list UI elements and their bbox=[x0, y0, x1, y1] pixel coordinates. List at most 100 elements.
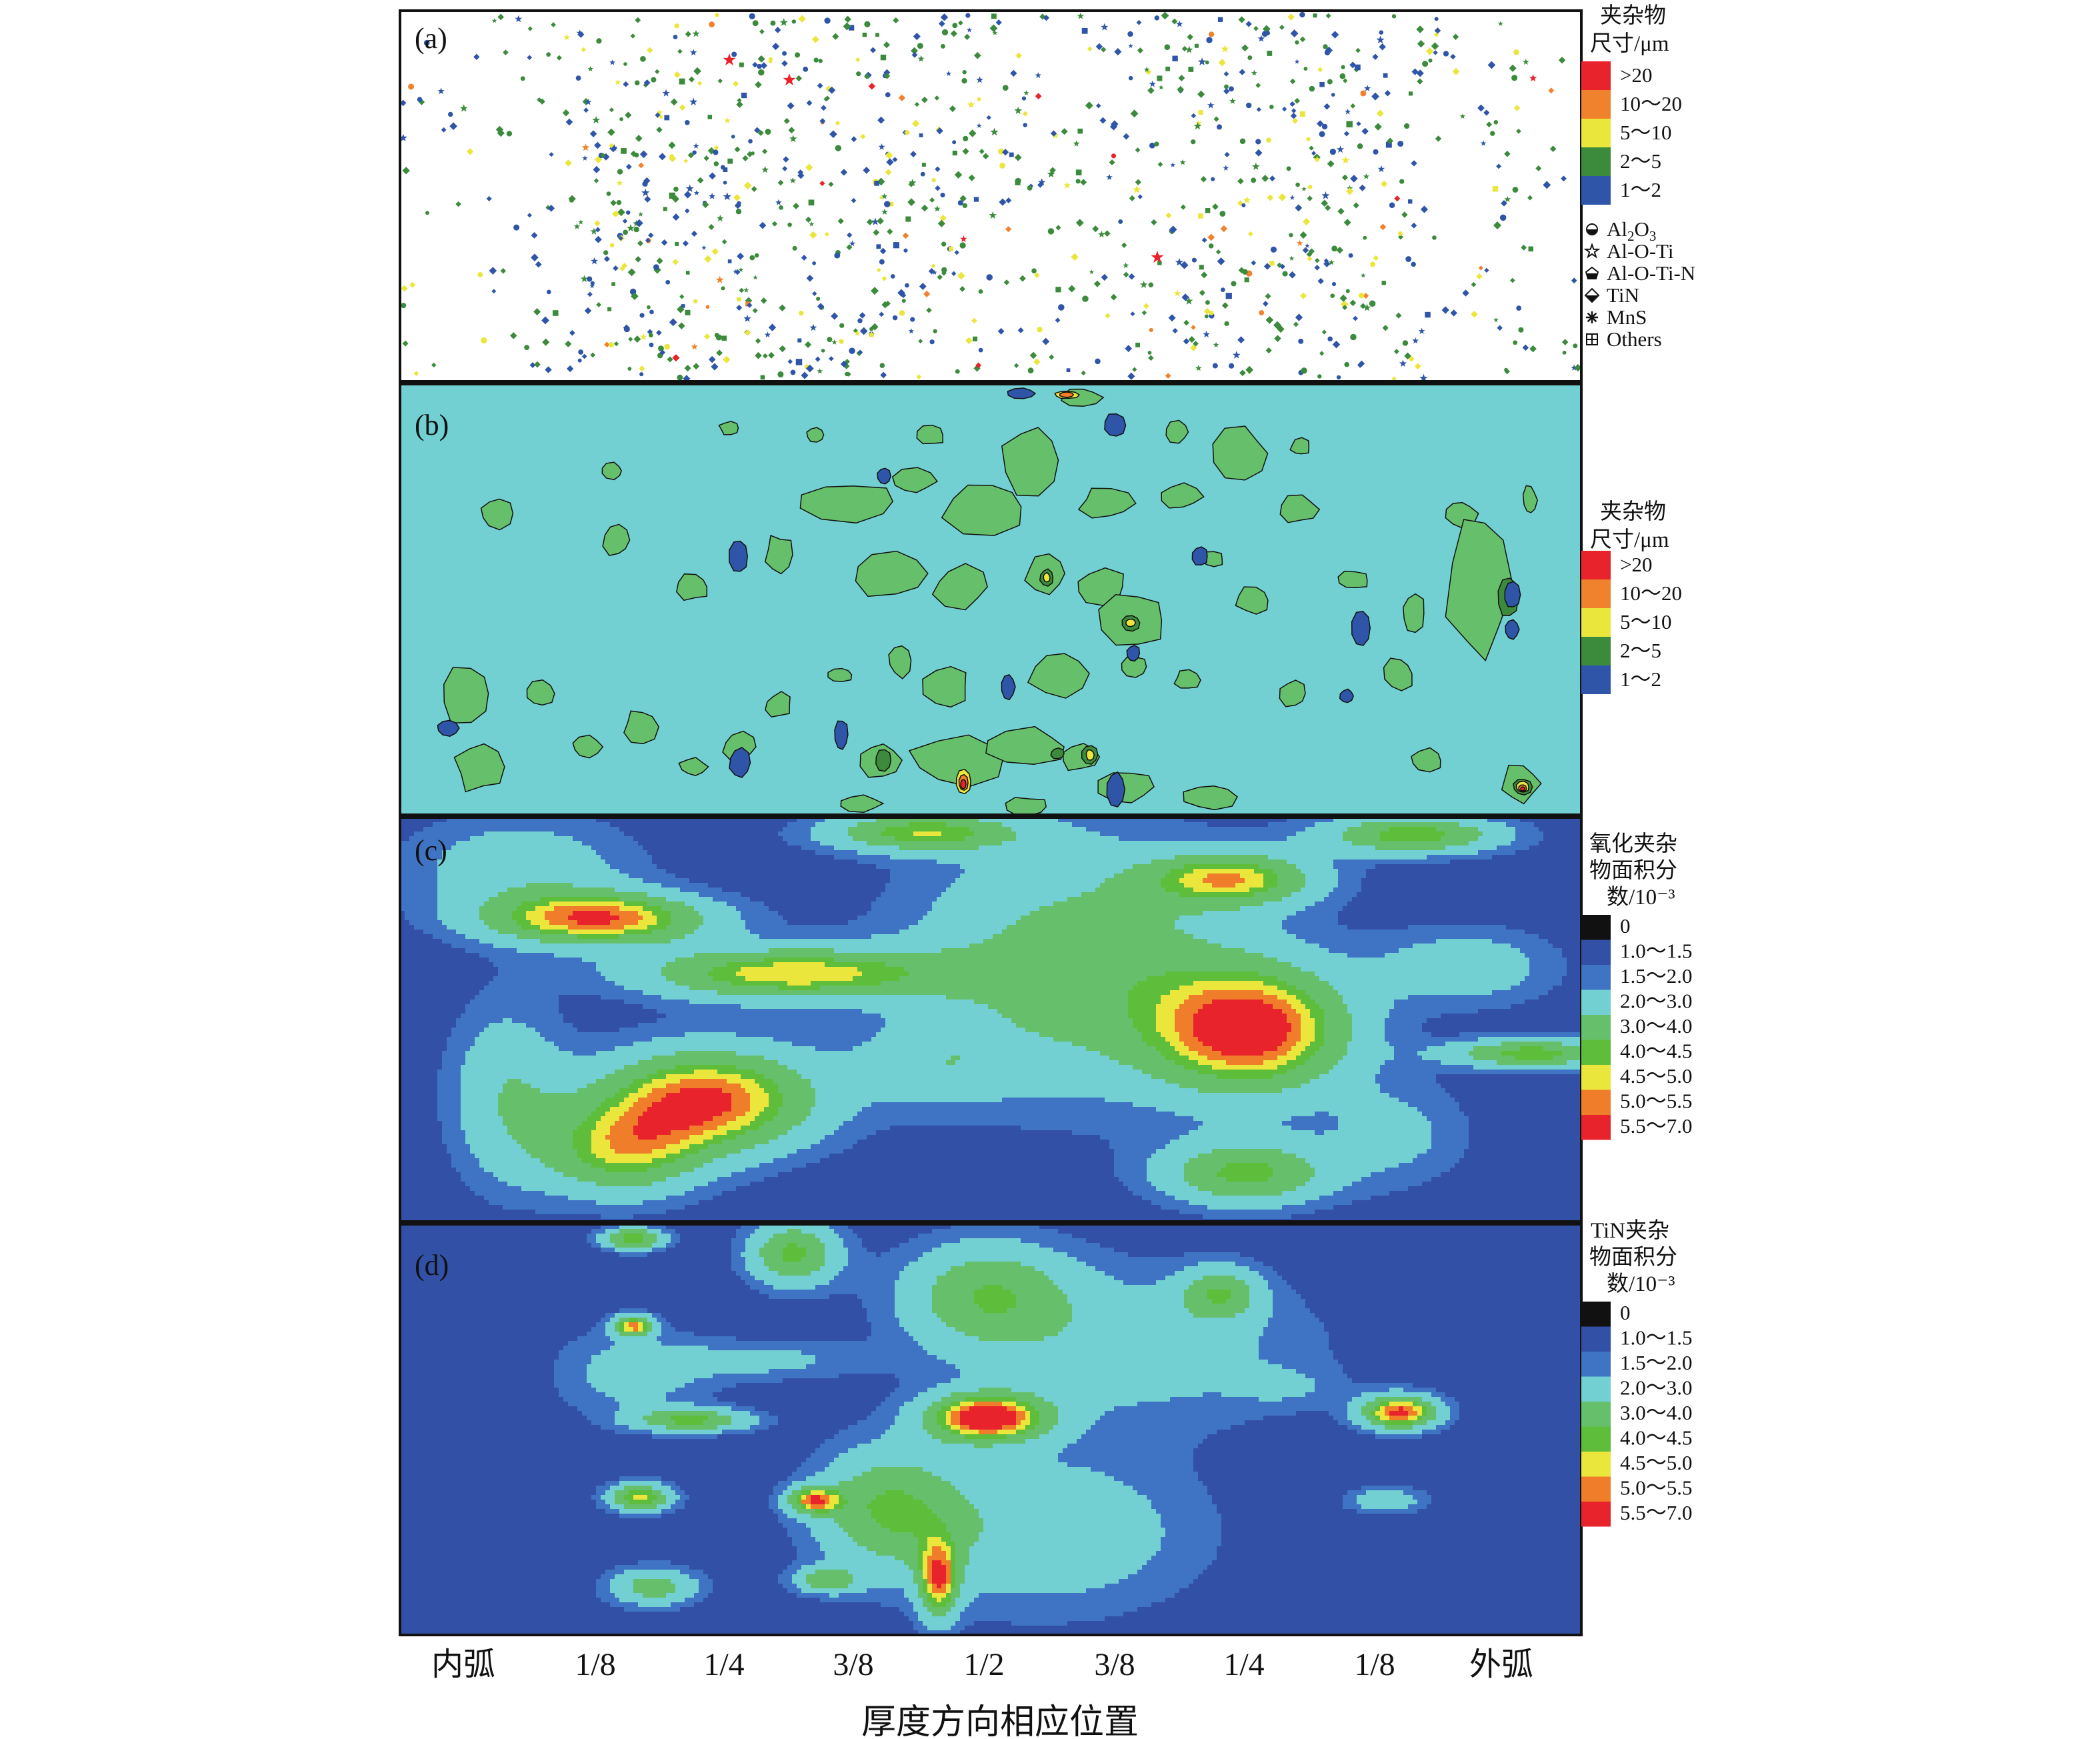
other-inclusion-point bbox=[741, 92, 747, 99]
legend-swatch bbox=[1581, 1090, 1611, 1115]
tin-inclusion-point bbox=[1293, 321, 1299, 327]
al-o-ti-inclusion-point bbox=[1257, 35, 1265, 42]
al-o-ti-inclusion-point bbox=[627, 223, 635, 232]
panel-b: (b) bbox=[399, 383, 1583, 816]
tin-inclusion-point bbox=[643, 177, 651, 185]
tin-inclusion-point bbox=[1416, 25, 1425, 33]
tin-inclusion-point bbox=[1180, 204, 1186, 210]
tin-inclusion-point bbox=[656, 126, 663, 133]
tin-inclusion-point bbox=[1316, 120, 1324, 127]
tin-inclusion-point bbox=[1191, 325, 1196, 330]
tin-inclusion-point bbox=[1137, 47, 1143, 54]
tin-inclusion-point bbox=[843, 22, 851, 31]
tin-inclusion-point bbox=[907, 198, 916, 207]
size-contour-region bbox=[623, 710, 660, 745]
legend-label: 5.0～5.5 bbox=[1620, 1090, 1693, 1113]
al2o3-inclusion-point bbox=[1212, 363, 1218, 369]
tin-inclusion-point bbox=[721, 239, 727, 245]
al2o3-inclusion-point bbox=[779, 205, 783, 210]
al2o3-inclusion-point bbox=[1082, 295, 1089, 302]
al2o3-inclusion-point bbox=[1027, 185, 1033, 191]
size-contour-region bbox=[1121, 656, 1147, 678]
tin-inclusion-point bbox=[687, 152, 695, 159]
al2o3-inclusion-point bbox=[1269, 105, 1274, 109]
size-contour-region bbox=[1043, 572, 1051, 583]
tin-inclusion-point bbox=[863, 167, 871, 174]
tin-inclusion-point bbox=[989, 24, 998, 33]
al2o3-inclusion-point bbox=[1331, 93, 1335, 97]
tin-inclusion-point bbox=[655, 69, 660, 75]
tin-inclusion-point bbox=[1361, 127, 1369, 135]
al-o-ti-inclusion-point bbox=[1158, 85, 1164, 90]
tin-inclusion-point bbox=[1121, 242, 1127, 248]
size-contour-region bbox=[806, 427, 825, 443]
tin-inclusion-point bbox=[673, 71, 681, 79]
al2o3-inclusion-point bbox=[884, 201, 891, 207]
x-tick-label: 3/8 bbox=[1094, 1647, 1135, 1682]
tin-inclusion-point bbox=[1265, 293, 1271, 299]
al-o-ti-inclusion-point bbox=[908, 328, 915, 334]
tin-inclusion-point bbox=[669, 155, 677, 163]
tin-inclusion-point bbox=[779, 304, 786, 312]
tin-inclusion-point bbox=[537, 97, 542, 103]
tin-inclusion-point bbox=[1033, 272, 1040, 279]
tin-inclusion-point bbox=[648, 232, 654, 239]
legend-swatch bbox=[1581, 665, 1611, 694]
tin-inclusion-point bbox=[1245, 21, 1252, 27]
tin-inclusion-point bbox=[704, 255, 712, 263]
al-o-ti-inclusion-point bbox=[1377, 165, 1385, 173]
size-contour-region bbox=[1279, 494, 1321, 523]
al2o3-inclusion-point bbox=[649, 333, 653, 338]
al2o3-inclusion-point bbox=[1324, 49, 1331, 56]
tin-inclusion-point bbox=[844, 359, 851, 365]
al2o3-inclusion-point bbox=[799, 310, 804, 316]
tin-inclusion-point bbox=[661, 239, 668, 246]
tin-inclusion-point bbox=[679, 294, 685, 299]
al2o3-inclusion-point bbox=[768, 59, 773, 64]
tin-inclusion-point bbox=[1435, 135, 1442, 142]
tin-inclusion-point bbox=[581, 353, 587, 359]
tin-inclusion-point bbox=[1291, 108, 1297, 113]
tin-inclusion-point bbox=[1081, 370, 1086, 376]
tin-inclusion-point bbox=[441, 127, 447, 133]
tin-inclusion-point bbox=[866, 219, 873, 225]
other-inclusion-point bbox=[723, 167, 728, 173]
al2o3-inclusion-point bbox=[765, 129, 771, 135]
al2o3-inclusion-point bbox=[1208, 31, 1215, 37]
al2o3-inclusion-point bbox=[1336, 375, 1341, 380]
tin-inclusion-point bbox=[1255, 149, 1263, 157]
tin-inclusion-point bbox=[759, 29, 765, 35]
tin-inclusion-point bbox=[529, 362, 536, 368]
al2o3-inclusion-point bbox=[1270, 246, 1277, 253]
tin-inclusion-point bbox=[658, 153, 667, 161]
tin-inclusion-point bbox=[934, 95, 940, 101]
tin-inclusion-point bbox=[1273, 321, 1281, 329]
legend-label: 3.0～4.0 bbox=[1620, 1401, 1693, 1424]
panel-a: (a) bbox=[399, 9, 1583, 383]
tin-inclusion-point bbox=[619, 265, 625, 271]
al2o3-inclusion-point bbox=[600, 153, 605, 158]
al-o-ti-inclusion-point bbox=[1213, 341, 1219, 348]
al-o-ti-inclusion-point bbox=[1232, 351, 1241, 359]
al2o3-inclusion-point bbox=[920, 171, 925, 177]
tin-inclusion-point bbox=[1496, 163, 1501, 169]
tin-inclusion-point bbox=[1321, 329, 1327, 335]
al2o3-inclusion-point bbox=[812, 261, 816, 265]
panel-c: (c) bbox=[399, 816, 1583, 1223]
tin-inclusion-point bbox=[793, 203, 800, 209]
al2o3-inclusion-point bbox=[1317, 374, 1322, 379]
tin-inclusion-point bbox=[736, 305, 743, 311]
other-inclusion-point bbox=[552, 310, 559, 316]
tin-inclusion-point bbox=[587, 291, 593, 297]
tin-inclusion-point bbox=[1237, 336, 1245, 344]
tin-inclusion-point bbox=[1130, 311, 1135, 317]
al2o3-inclusion-point bbox=[929, 339, 935, 345]
tin-inclusion-point bbox=[723, 355, 731, 364]
tin-inclusion-point bbox=[831, 312, 839, 320]
tin-inclusion-point bbox=[1101, 273, 1108, 281]
tin-inclusion-point bbox=[1177, 85, 1185, 93]
tin-inclusion-point bbox=[655, 112, 661, 118]
tin-inclusion-point bbox=[1307, 256, 1313, 261]
tin-inclusion-point bbox=[768, 323, 777, 331]
al2o3-inclusion-point bbox=[1428, 58, 1433, 63]
